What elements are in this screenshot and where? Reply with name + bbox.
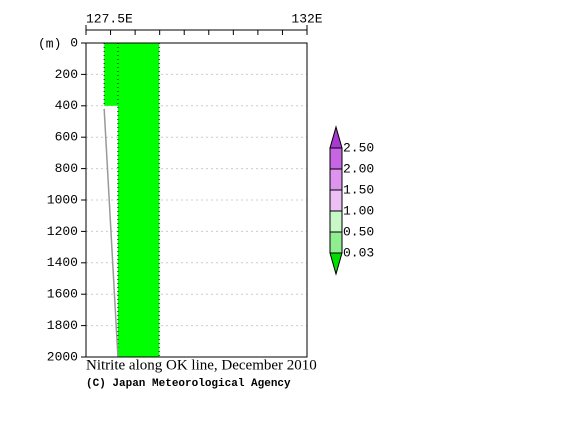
y-tick-label: 1400	[47, 255, 78, 270]
y-axis-label: (m)	[38, 36, 61, 51]
y-tick-label: 1800	[47, 318, 78, 333]
x-tick-label: 132E	[291, 11, 322, 26]
y-tick-label: 2000	[47, 349, 78, 364]
colorbar-arrow	[329, 125, 343, 149]
y-tick-label: 0	[70, 35, 78, 50]
y-tick-label: 1200	[47, 224, 78, 239]
colorbar-label: 1.00	[343, 203, 374, 218]
chart-title: Nitrite along OK line, December 2010	[86, 357, 317, 373]
y-tick-label: 800	[55, 161, 78, 176]
y-tick-label: 400	[55, 98, 78, 113]
y-tick-label: 200	[55, 67, 78, 82]
colorbar-label: 1.50	[343, 182, 374, 197]
y-tick-label: 1000	[47, 192, 78, 207]
colorbar-segment	[329, 147, 343, 170]
colorbar-segment	[329, 210, 343, 233]
x-tick-label: 127.5E	[86, 11, 133, 26]
credit: (C) Japan Meteorological Agency	[86, 378, 291, 390]
colorbar-label: 2.50	[343, 140, 374, 155]
colorbar-segment	[329, 189, 343, 212]
colorbar-segment	[329, 168, 343, 191]
field-fill	[104, 43, 118, 106]
seafloor-line	[103, 108, 119, 358]
colorbar-label: 0.50	[343, 224, 374, 239]
y-tick-label: 600	[55, 130, 78, 145]
y-tick-label: 1600	[47, 287, 78, 302]
field-fill	[117, 105, 160, 357]
colorbar-label: 0.03	[343, 245, 374, 260]
colorbar-label: 2.00	[343, 161, 374, 176]
colorbar-segment	[329, 231, 343, 254]
